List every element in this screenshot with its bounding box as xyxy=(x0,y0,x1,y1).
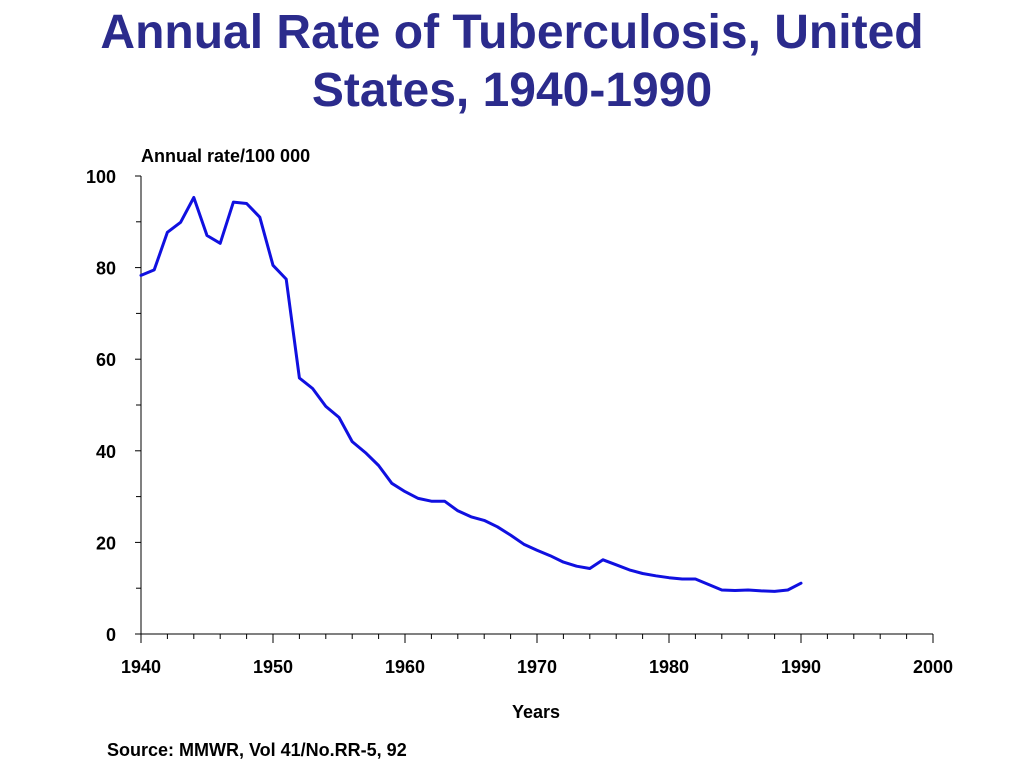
x-tick-label: 1970 xyxy=(517,657,557,677)
slide-title: Annual Rate of Tuberculosis, United Stat… xyxy=(100,6,924,117)
y-tick-labels: 0 20 40 60 80 100 xyxy=(86,167,116,645)
x-ticks xyxy=(140,634,934,643)
y-tick-label: 60 xyxy=(96,350,116,370)
x-tick-label: 1950 xyxy=(253,657,293,677)
x-tick-label: 1940 xyxy=(121,657,161,677)
x-tick-label: 1980 xyxy=(649,657,689,677)
y-tick-label: 20 xyxy=(96,533,116,553)
y-axis-label: Annual rate/100 000 xyxy=(141,146,310,166)
series-line xyxy=(139,196,803,593)
x-axis-label: Years xyxy=(512,702,560,722)
x-tick-label: 2000 xyxy=(913,657,953,677)
y-tick-label: 100 xyxy=(86,167,116,187)
data-series xyxy=(139,196,803,593)
y-tick-label: 40 xyxy=(96,442,116,462)
y-tick-label: 80 xyxy=(96,259,116,279)
y-ticks xyxy=(135,175,141,635)
x-tick-label: 1990 xyxy=(781,657,821,677)
x-tick-labels: 1940 1950 1960 1970 1980 1990 2000 xyxy=(121,657,953,677)
x-tick-label: 1960 xyxy=(385,657,425,677)
source-note: Source: MMWR, Vol 41/No.RR-5, 92 xyxy=(107,740,407,760)
y-tick-label: 0 xyxy=(106,625,116,645)
